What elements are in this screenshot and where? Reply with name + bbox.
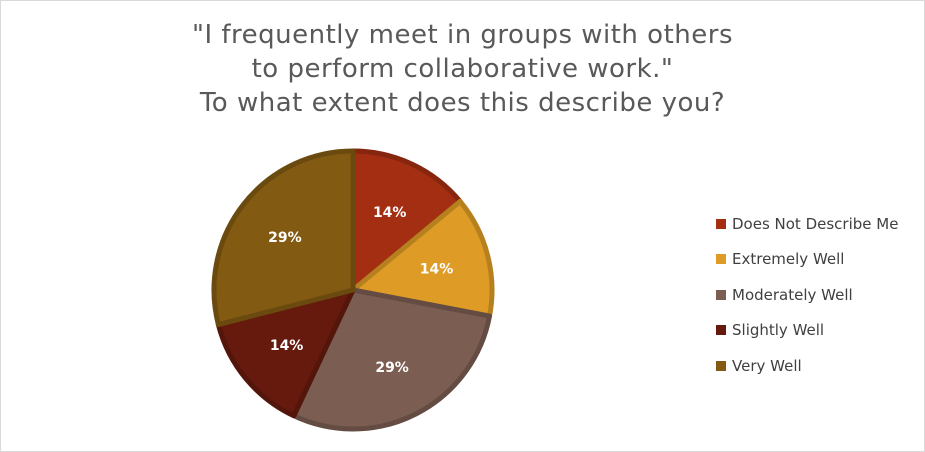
pie-slice-extremely-well [350, 198, 495, 319]
pie-data-label: 29% [268, 230, 302, 246]
chart-title: "I frequently meet in groups with others… [0, 18, 925, 120]
pie-slice-moderately-well [291, 287, 493, 432]
legend-item-moderately-well: Moderately Well [716, 277, 898, 313]
chart-title-line-2: to perform collaborative work." [251, 54, 674, 84]
legend-swatch [716, 360, 726, 371]
legend-item-extremely-well: Extremely Well [716, 242, 898, 278]
legend-label: Moderately Well [732, 285, 853, 304]
chart-title-line-1: "I frequently meet in groups with others [192, 20, 733, 50]
pie-data-label: 29% [375, 360, 409, 376]
legend-swatch [716, 254, 726, 265]
pie-slice-does-not-describe-me [350, 148, 463, 293]
legend-label: Extremely Well [732, 250, 845, 269]
pie-slice-very-well [211, 148, 356, 328]
legend-item-does-not-describe-me: Does Not Describe Me [716, 206, 898, 242]
legend-label: Does Not Describe Me [732, 214, 899, 233]
legend-swatch [716, 218, 726, 229]
pie-slice-slightly-well [215, 287, 356, 419]
chart-title-line-3: To what extent does this describe you? [199, 88, 726, 118]
pie-data-label: 14% [270, 338, 304, 354]
legend-swatch [716, 325, 726, 336]
legend-swatch [716, 289, 726, 300]
legend-label: Slightly Well [732, 321, 825, 340]
legend-item-very-well: Very Well [716, 348, 898, 384]
legend-item-slightly-well: Slightly Well [716, 313, 898, 349]
chart-legend: Does Not Describe Me Extremely Well Mode… [716, 206, 898, 384]
legend-label: Very Well [732, 356, 802, 375]
pie-data-label: 14% [373, 205, 407, 221]
pie-data-label: 14% [420, 262, 454, 278]
